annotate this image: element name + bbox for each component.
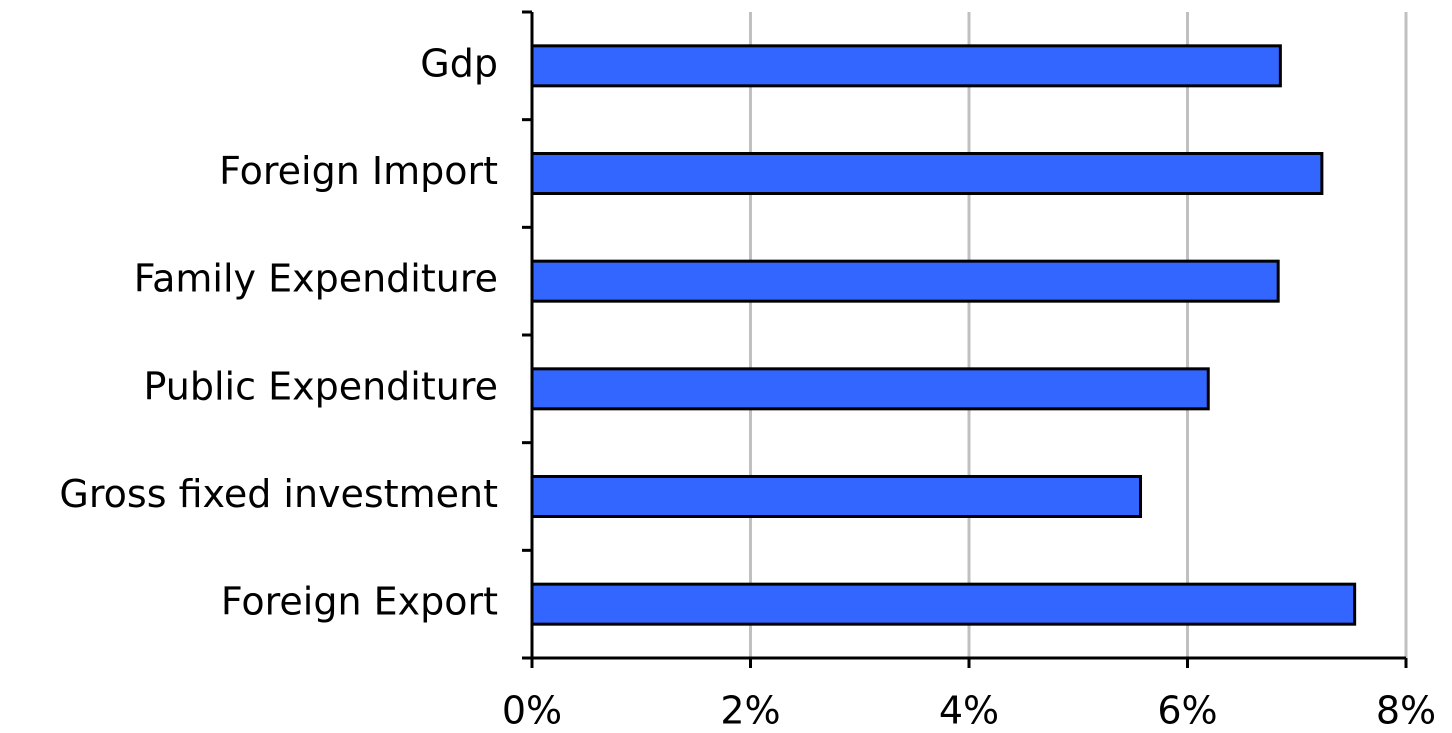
bar bbox=[530, 367, 1210, 411]
x-tick-label: 0% bbox=[502, 689, 562, 733]
y-tick-label: Gdp bbox=[420, 41, 498, 85]
y-tick-label: Foreign Import bbox=[219, 149, 498, 193]
x-tick-label: 6% bbox=[1157, 689, 1217, 733]
y-tick-label: Family Expenditure bbox=[134, 257, 498, 301]
x-tick-label: 8% bbox=[1376, 689, 1436, 733]
bar bbox=[530, 152, 1324, 195]
bar bbox=[530, 44, 1282, 88]
bar bbox=[530, 259, 1280, 303]
y-tick-label: Foreign Export bbox=[221, 580, 498, 624]
bar bbox=[530, 582, 1357, 626]
y-tick-label: Gross fixed investment bbox=[59, 472, 498, 516]
x-tick-label: 2% bbox=[720, 689, 780, 733]
bar bbox=[530, 475, 1143, 518]
y-tick-label: Public Expenditure bbox=[144, 364, 498, 408]
x-tick-label: 4% bbox=[939, 689, 999, 733]
